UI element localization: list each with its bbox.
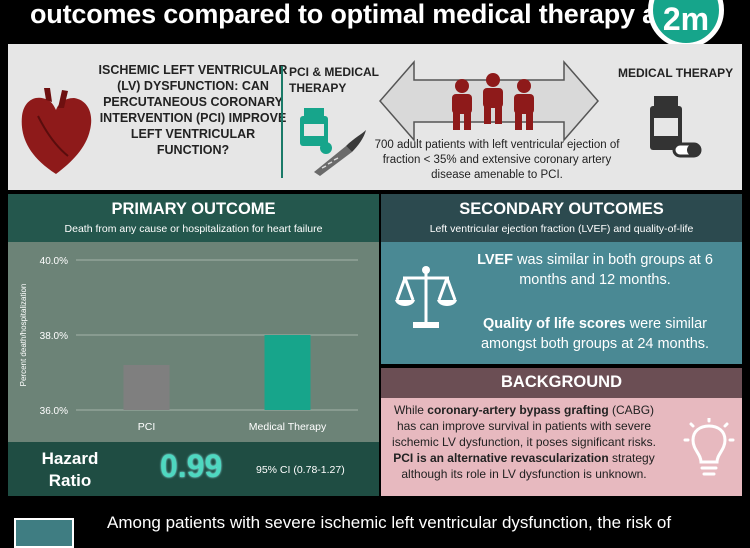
scalpel-icon: [314, 130, 366, 176]
conclusion-text: Among patients with severe ischemic left…: [107, 513, 672, 532]
primary-outcome-header: PRIMARY OUTCOME Death from any cause or …: [8, 194, 379, 242]
heart-icon: [21, 88, 92, 174]
logo-text: 2m: [662, 1, 710, 37]
confidence-interval: 95% CI (0.78-1.27): [256, 464, 345, 476]
y-tick-label: 36.0%: [40, 406, 68, 417]
background-header: BACKGROUND: [381, 368, 742, 398]
lightbulb-icon: [683, 418, 735, 476]
primary-outcome-chart: 36.0% 38.0% 40.0% Percent death/hospitaliza…: [8, 242, 379, 442]
pci-group-label: PCI & MEDICAL THERAPY: [289, 65, 379, 95]
population-description: 700 adult patients with left ventricular…: [374, 139, 620, 181]
background-text: While coronary-artery bypass grafting (C…: [392, 403, 656, 481]
page-title: outcomes compared to optimal medical the…: [30, 0, 712, 29]
study-question: ISCHEMIC LEFT VENTRICULAR (LV) DYSFUNCTI…: [98, 63, 288, 157]
divider: [281, 66, 283, 178]
scale-icon: [395, 266, 457, 328]
secondary-outcomes-header: SECONDARY OUTCOMES Left ventricular ejec…: [381, 194, 742, 242]
secondary-outcomes-body: [381, 242, 742, 364]
primary-outcome-title: PRIMARY OUTCOME: [111, 200, 276, 218]
bar-chart: 36.0% 38.0% 40.0% Percent death/hospitaliza…: [19, 256, 358, 433]
conclusion-bar: [8, 500, 742, 536]
logo: 2m: [648, 0, 724, 48]
medical-therapy-label: MEDICAL THERAPY: [618, 66, 734, 80]
hazard-ratio-value: 0.99: [160, 448, 223, 484]
header-bar: [0, 0, 750, 36]
conclusion-icon: [14, 518, 74, 548]
y-tick-label: 38.0%: [40, 331, 68, 342]
secondary-outcomes-subtitle: Left ventricular ejection fraction (LVEF…: [429, 223, 694, 235]
people-icon: [452, 73, 534, 130]
pill-bottle-icon: [650, 96, 702, 158]
lvef-result: LVEF was similar in both groups at 6 mon…: [477, 252, 713, 288]
hazard-ratio-label: Hazard Ratio: [41, 449, 99, 490]
quality-of-life-result: Quality of life scores were similar amon…: [480, 316, 710, 352]
background-body: [381, 398, 742, 496]
background-title: BACKGROUND: [501, 373, 622, 391]
primary-outcome-subtitle: Death from any cause or hospitalization …: [64, 223, 323, 235]
y-tick-label: 40.0%: [40, 256, 68, 267]
pill-bottle-icon: [300, 108, 332, 154]
hazard-ratio-panel: [8, 442, 379, 496]
study-overview-panel: ISCHEMIC LEFT VENTRICULAR (LV) DYSFUNCTI…: [8, 44, 742, 190]
bar: [123, 365, 170, 410]
x-tick-label: Medical Therapy: [249, 421, 327, 433]
y-axis-label: Percent death/hospitalization: [19, 284, 28, 387]
x-tick-label: PCI: [138, 421, 156, 433]
bar: [264, 335, 311, 410]
secondary-outcomes-title: SECONDARY OUTCOMES: [459, 200, 664, 218]
